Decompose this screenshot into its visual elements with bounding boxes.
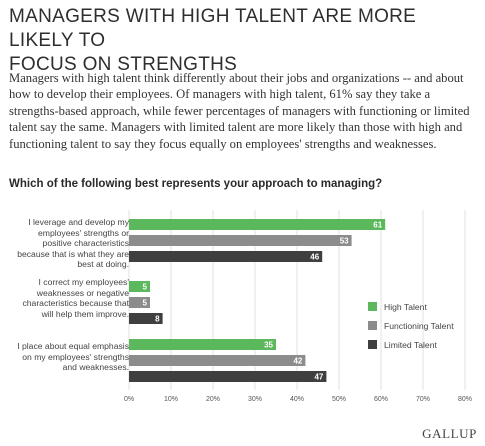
bar (129, 371, 327, 382)
title-line-1: MANAGERS WITH HIGH TALENT ARE MORE LIKEL… (9, 6, 417, 51)
legend-swatch-limited (368, 340, 377, 349)
bar (129, 339, 276, 350)
bar (129, 281, 150, 292)
intro-paragraph: Managers with high talent think differen… (9, 71, 470, 151)
x-tick-labels: 0% 10% 20% 30% 40% 50% 60% 70% 80% (124, 396, 472, 403)
category-label-weaknesses: I correct my employees' weaknesses or ne… (22, 277, 129, 319)
bar-value-label: 53 (340, 237, 349, 246)
legend-item-limited: Limited Talent (368, 335, 454, 354)
legend-item-high: High Talent (368, 297, 454, 316)
title-line-2: FOCUS ON STRENGTHS (9, 54, 238, 75)
gallup-logo: GALLUP (422, 426, 477, 441)
bar-value-label: 5 (143, 283, 148, 292)
legend: High Talent Functioning Talent Limited T… (368, 297, 454, 354)
legend-swatch-functioning (368, 321, 377, 330)
bar (129, 219, 386, 230)
legend-label-high: High Talent (384, 301, 427, 312)
bar (129, 235, 352, 246)
x-tick-label: 60% (374, 396, 388, 403)
x-tick-label: 30% (248, 396, 262, 403)
bar (129, 355, 306, 366)
x-tick-label: 50% (332, 396, 346, 403)
bar-value-label: 47 (314, 373, 323, 382)
legend-swatch-high (368, 302, 377, 311)
bar-value-label: 35 (264, 341, 273, 350)
category-label-strengths: I leverage and develop my employees' str… (17, 217, 129, 270)
bar-value-label: 8 (155, 315, 160, 324)
legend-label-functioning: Functioning Talent (384, 320, 454, 331)
x-tick-label: 40% (290, 396, 304, 403)
x-tick-label: 10% (164, 396, 178, 403)
bar (129, 297, 150, 308)
bar-value-label: 61 (373, 221, 382, 230)
category-label-equal: I place about equal emphasis on my emplo… (17, 341, 129, 373)
bar-value-label: 42 (293, 357, 302, 366)
legend-item-functioning: Functioning Talent (368, 316, 454, 335)
x-tick-label: 20% (206, 396, 220, 403)
bar (129, 251, 323, 262)
chart-title: MANAGERS WITH HIGH TALENT ARE MORE LIKEL… (9, 5, 479, 77)
x-tick-label: 70% (416, 396, 430, 403)
bar (129, 313, 163, 324)
x-tick-label: 0% (124, 396, 134, 403)
legend-label-limited: Limited Talent (384, 339, 437, 350)
bar-value-label: 46 (310, 253, 319, 262)
bar-value-label: 5 (143, 299, 148, 308)
x-tick-label: 80% (458, 396, 472, 403)
survey-question: Which of the following best represents y… (9, 178, 383, 190)
